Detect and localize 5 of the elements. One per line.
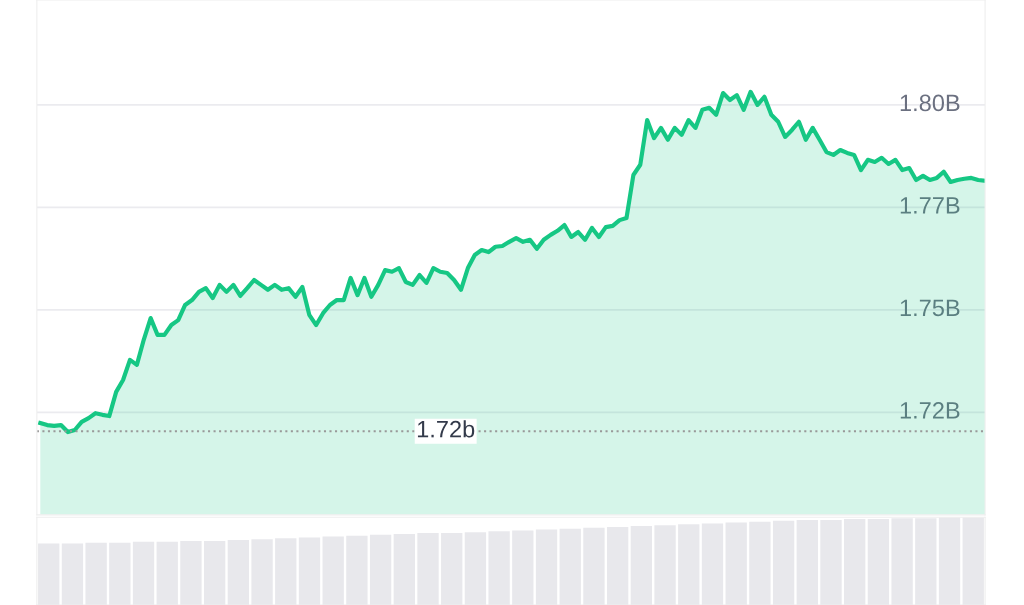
y-tick-label: 1.75B	[900, 299, 960, 317]
y-tick-label: 1.72B	[900, 401, 960, 419]
y-tick-label: 1.77B	[900, 197, 960, 214]
ref-line-label: 1.72b	[417, 420, 475, 438]
y-tick-label: 1.80B	[900, 94, 960, 112]
